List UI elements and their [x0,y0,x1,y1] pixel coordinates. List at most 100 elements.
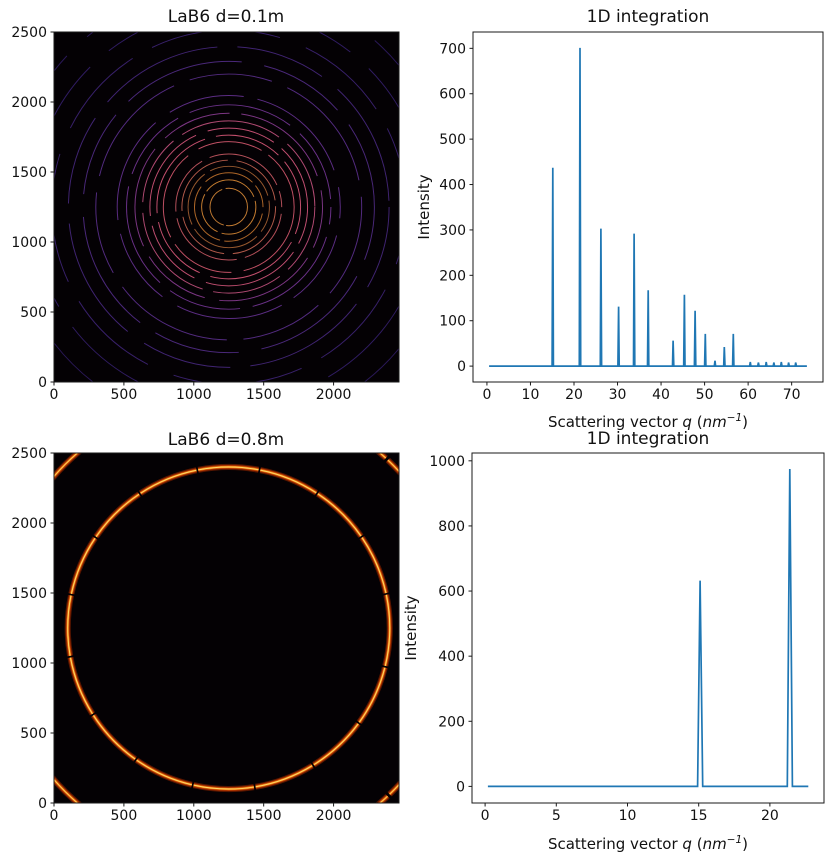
x-tick-label: 50 [696,387,714,403]
x-tick-label: 60 [739,387,757,403]
y-axis-label-bottom-right: Intensity [402,595,420,661]
y-tick-label: 2500 [11,446,47,462]
diffraction-ring [201,179,257,235]
xlabel-paren: ( [691,413,703,431]
y-tick-label: 1000 [429,454,465,470]
detector-background [54,32,399,382]
axes-spines [53,31,400,383]
y-tick-label: 0 [38,796,47,812]
diffraction-ring [175,153,283,261]
diffraction-ring [162,141,295,273]
y-tick-label: 200 [439,268,466,284]
x-tick-label: 5 [552,808,561,824]
rings-layer [54,32,399,382]
x-tick-label: 0 [50,808,59,824]
diffraction-ring [134,112,324,302]
x-tick-label: 70 [783,387,801,403]
axes-spines [53,452,400,804]
x-tick-label: 1500 [246,387,282,403]
diffraction-ring [126,104,332,310]
diffraction-ring [67,46,390,368]
diffraction-ring [142,120,316,294]
subplot-title-top-left: LaB6 d=0.1m [167,7,285,27]
subplot-detector-image-d08m: 0 500 1000 1500 2000 0 500 1000 1500 2000 2500 [11,446,400,824]
y-tick-label: 2000 [11,516,47,532]
y-tick-label: 400 [438,649,465,665]
axes-spines [471,452,825,804]
y-tick-label: 100 [439,314,466,330]
x-tick-label: 1500 [246,808,282,824]
diffraction-ring [193,172,264,242]
y-tick-label: 1500 [11,165,47,181]
y-tick-label: 2500 [11,25,47,41]
subplot-title-top-right: 1D integration [586,7,710,27]
y-tick-label: 1000 [11,235,47,251]
intensity-trace [487,468,809,788]
xlabel-q-symbol: q [682,835,692,853]
xlabel-paren: ( [691,835,703,853]
x-tick-label: 500 [111,387,138,403]
xlabel-exponent: −1 [726,834,743,846]
intensity-trace [489,47,807,367]
x-tick-label: 10 [522,387,540,403]
y-tick-label: 600 [439,87,466,103]
x-tick-label: 1000 [176,387,212,403]
xlabel-paren-close: ) [742,835,749,853]
xlabel-unit: nm [702,413,727,431]
diffraction-ring [95,73,363,341]
y-tick-label: 300 [439,223,466,239]
y-tick-label: 0 [456,779,465,795]
diffraction-ring [82,60,375,354]
subplot-title-bottom-right: 1D integration [586,429,710,449]
y-tick-label: 800 [438,519,465,535]
diffraction-ring [181,159,277,255]
x-tick-label: 1000 [176,808,212,824]
y-tick-label: 2000 [11,95,47,111]
y-tick-label: 500 [20,305,47,321]
y-tick-label: 1000 [11,656,47,672]
x-tick-label: 10 [619,808,637,824]
y-tick-label: 1500 [11,586,47,602]
x-tick-label: 2000 [316,387,352,403]
diffraction-ring [149,127,309,287]
axes-spines [472,31,824,383]
y-tick-label: 200 [438,714,465,730]
y-tick-label: 500 [20,726,47,742]
diffraction-ring [209,187,248,227]
xlabel-unit: nm [702,835,727,853]
x-tick-label: 20 [761,808,779,824]
y-tick-label: 0 [457,359,466,375]
x-tick-label: 2000 [316,808,352,824]
y-tick-label: 0 [38,375,47,391]
x-tick-label: 500 [111,808,138,824]
x-tick-label: 0 [50,387,59,403]
x-tick-label: 0 [482,387,491,403]
subplot-detector-image-d01m: 0 500 1000 1500 2000 0 500 1000 1500 2000 2500 [11,25,400,403]
x-tick-label: 0 [481,808,490,824]
y-tick-label: 600 [438,584,465,600]
x-axis-label-bottom-right: Scattering vector q (nm−1) [498,831,798,853]
x-tick-label: 40 [652,387,670,403]
detector-background [54,453,399,803]
y-axis-label-top-right: Intensity [415,174,433,240]
xlabel-paren-close: ) [742,413,749,431]
diffraction-ring [156,134,302,280]
diffraction-ring [67,466,391,790]
x-tick-label: 20 [565,387,583,403]
y-tick-label: 700 [439,41,466,57]
xlabel-text: Scattering vector [547,835,683,853]
x-axis-label-top-right: Scattering vector q (nm−1) [498,409,798,431]
y-tick-label: 400 [439,178,466,194]
xlabel-text: Scattering vector [547,413,683,431]
xlabel-q-symbol: q [682,413,692,431]
diffraction-ring [187,165,270,249]
x-tick-label: 15 [690,808,708,824]
diffraction-ring [116,94,341,320]
y-tick-label: 500 [439,132,466,148]
rings-layer [54,453,399,803]
subplot-title-bottom-left: LaB6 d=0.8m [167,430,285,450]
